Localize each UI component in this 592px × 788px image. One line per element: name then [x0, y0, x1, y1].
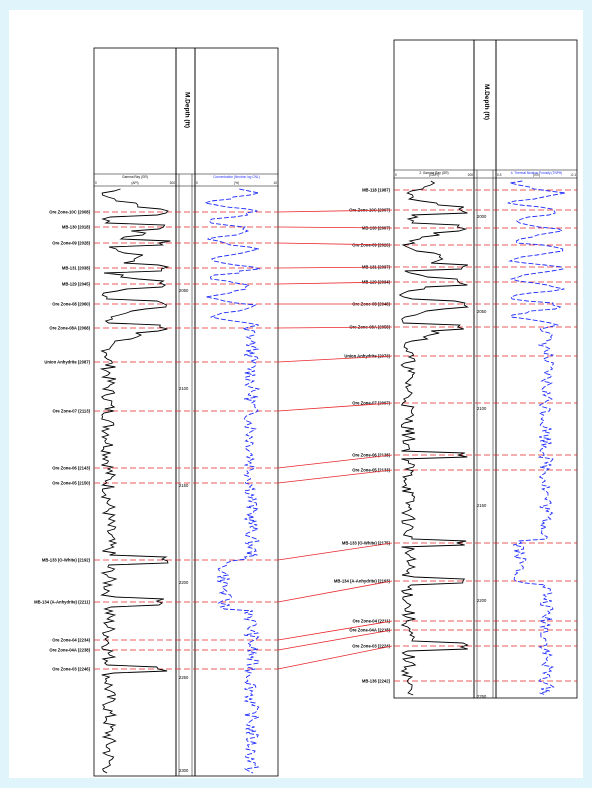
log1-cn-title: Concentration (Neutron log CNL)	[213, 175, 260, 179]
log1-porosity-track	[194, 47, 279, 777]
log2-marker-label: Union Anhydrite (2073)	[344, 353, 390, 358]
correlation-line	[277, 242, 393, 246]
correlation-line	[277, 645, 393, 670]
log1-gr-unit: (API)	[131, 181, 138, 185]
log1-marker-label: Ore Zone-03 (2246)	[52, 666, 90, 671]
log1-cn-unit: (%)	[234, 181, 239, 185]
log1-depth-title: M.Depth (ft)	[184, 92, 191, 128]
log2-gr-unit: (GAPI)	[429, 173, 439, 177]
log1-marker-label: Ore Zone-09 (2028)	[52, 240, 90, 245]
correlation-line	[277, 209, 393, 213]
log1-porosity-curve	[203, 188, 261, 774]
log2-gr-title: 2. Gamma Ray (GR)	[419, 171, 448, 175]
log1-marker-label: Ore Zone-08 (2060)	[52, 301, 90, 306]
log2-gr-min: 0	[395, 173, 397, 177]
correlation-line	[277, 454, 393, 469]
correlation-line	[277, 326, 393, 329]
log2-porosity-curve	[507, 180, 566, 696]
log1-depth-tick: 2250	[179, 675, 189, 680]
log1-cn-min: 0	[196, 181, 198, 185]
log2-cn-unit: (V/V)	[533, 173, 540, 177]
log1-marker-label: MB-131 (2038)	[62, 265, 91, 270]
log2-gr-max: 200	[468, 173, 474, 177]
log2-marker-label: MB-136 (2242)	[362, 678, 391, 683]
correlation-line	[277, 620, 393, 641]
log1-gr-min: 0	[95, 181, 97, 185]
correlation-line	[277, 355, 393, 363]
log1-depth-tick: 2100	[179, 386, 189, 391]
log1-marker-label: Ore Zone-07 (2113)	[53, 408, 91, 413]
log2-depth-tick: 2000	[477, 214, 487, 219]
log1-depth-tick: 2050	[179, 288, 189, 293]
log2-cn-title: 4. Thermal Neutron Porosity (TNPH)	[511, 171, 563, 175]
log2-depth-tick: 2250	[477, 694, 487, 699]
log1-gamma-ray-track	[93, 47, 177, 777]
log2-depth-title: M.Depth (ft)	[483, 84, 490, 120]
log2-gamma-ray-track	[393, 39, 475, 699]
log2-cn-max: -0.1	[571, 173, 577, 177]
log2-marker-label: Ore Zone-03 (2224)	[352, 643, 390, 648]
correlation-line	[277, 469, 393, 484]
log1-marker-label: MB-129 (2045)	[62, 281, 91, 286]
log1-gr-title: Gamma Ray (GR)	[122, 175, 148, 179]
log2-porosity-track	[495, 39, 578, 699]
log1-gr-max: 300	[170, 181, 176, 185]
log2-marker-label: MB-118 (1987)	[362, 187, 391, 192]
log1-marker-label: MB-134 (A-Anhydrite) (2211)	[34, 599, 90, 604]
correlation-line	[277, 226, 393, 229]
log1-marker-label: Ore Zone-04A (2238)	[49, 647, 90, 652]
log1-depth-tick: 2300	[179, 768, 189, 773]
log2-marker-label: Ore Zone-06 (2128)	[352, 452, 390, 457]
correlation-line	[277, 281, 393, 285]
log2-marker-label: Ore Zone-10C (2007)	[349, 207, 390, 212]
log2-marker-label: Ore Zone-04A (2218)	[349, 627, 390, 632]
log1-depth-tick: 2200	[179, 580, 189, 585]
correlation-line	[277, 402, 393, 412]
log1-marker-label: MB-133 (O-White) (2192)	[42, 557, 91, 562]
log2-marker-label: Ore Zone-05 (2133)	[352, 467, 390, 472]
log1-marker-label: Union Anhydrite (2087)	[44, 359, 90, 364]
correlation-line	[277, 266, 393, 269]
log2-gamma-ray-curve	[398, 180, 469, 696]
log1-marker-label: MB-130 (2018)	[62, 224, 91, 229]
log1-marker-label: Ore Zone-05 (2150)	[52, 480, 90, 485]
log2-depth-tick: 2100	[477, 406, 487, 411]
log1-cn-max: 10	[273, 181, 277, 185]
log2-marker-label: Ore Zone-04 (2211)	[353, 618, 391, 623]
log2-depth-tick: 2150	[477, 503, 487, 508]
log1-marker-label: Ore Zone-08A (2068)	[49, 325, 90, 330]
log1-marker-label: Ore Zone-04 (2234)	[52, 637, 90, 642]
log2-depth-tick: 2200	[477, 598, 487, 603]
log1-depth-tick: 2150	[179, 483, 189, 488]
correlation-line	[277, 542, 393, 561]
log1-gamma-ray-curve	[99, 188, 171, 774]
log1-marker-label: Ore Zone-06 (2143)	[52, 465, 90, 470]
log2-marker-label: Ore Zone-07 (2097)	[352, 400, 390, 405]
log2-depth-tick: 2050	[477, 309, 487, 314]
log2-cn-min: 0.3	[497, 173, 502, 177]
log2-marker-label: MB-134 (A-Anhydrite) (2193)	[334, 578, 391, 583]
log2-marker-label: MB-133 (O-White) (2175)	[342, 540, 391, 545]
correlation-line	[277, 629, 393, 651]
log1-marker-label: Ore Zone-10C (2008)	[49, 209, 90, 214]
correlation-line	[277, 580, 393, 603]
